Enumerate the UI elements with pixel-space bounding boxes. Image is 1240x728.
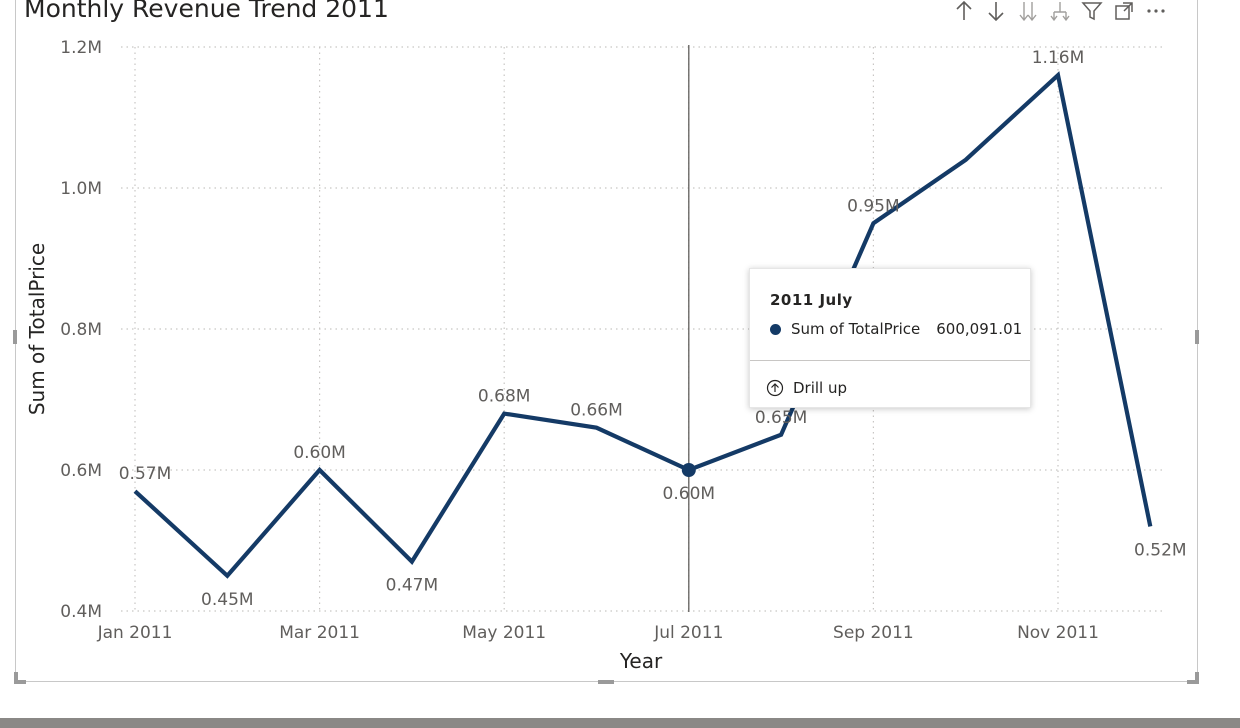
resize-handle-bottom-left-v[interactable] [14,672,18,684]
data-label: 0.52M [1134,540,1187,560]
data-label: 0.68M [478,387,531,407]
y-tick-label: 0.8M [60,320,102,340]
x-axis-title: Year [619,649,663,673]
bottom-status-bar [0,718,1240,728]
focus-mode-icon[interactable] [1110,0,1138,23]
data-label: 0.66M [570,401,623,421]
y-tick-label: 0.4M [60,602,102,622]
expand-hierarchy-icon[interactable] [1046,0,1074,23]
drill-down-arrow-icon[interactable] [982,0,1010,23]
y-axis-title: Sum of TotalPrice [25,243,49,415]
tooltip: 2011 July Sum of TotalPrice 600,091.01 D… [749,268,1031,408]
tooltip-row: Sum of TotalPrice 600,091.01 [770,320,1022,338]
drill-up-arrow-icon[interactable] [950,0,978,23]
highlighted-data-point[interactable] [681,463,696,477]
chart-title: Monthly Revenue Trend 2011 [24,0,389,23]
resize-handle-bottom-left-h[interactable] [14,680,26,684]
data-label: 0.57M [119,464,172,484]
data-label: 0.60M [293,443,346,463]
x-tick-label: Nov 2011 [1017,623,1099,643]
x-tick-label: Sep 2011 [833,623,914,643]
tooltip-series-dot [770,323,781,335]
resize-handle-right[interactable] [1195,330,1199,344]
data-labels: 0.57M 0.45M 0.60M 0.47M 0.68M 0.66M 0.60M 0.65M… [119,48,1187,610]
series-line[interactable] [133,71,1153,579]
resize-handle-bottom-right-h[interactable] [1187,680,1199,684]
filter-icon[interactable] [1078,0,1106,23]
y-tick-label: 1.0M [60,179,102,199]
data-label: 0.47M [386,576,439,596]
resize-handle-bottom[interactable] [598,680,614,684]
x-axis: Jan 2011 Mar 2011 May 2011 Jul 2011 Sep 2011… [97,623,1099,643]
tooltip-pointer [741,381,750,399]
drill-up-button[interactable]: Drill up [760,373,853,403]
x-tick-label: Jul 2011 [653,623,723,643]
resize-handle-left[interactable] [13,330,17,344]
expand-next-level-icon[interactable] [1014,0,1042,23]
tooltip-title: 2011 July [770,291,853,309]
series-layer[interactable] [133,71,1153,579]
tooltip-divider [750,360,1030,361]
tooltip-series-name: Sum of TotalPrice [791,320,921,338]
data-label: 1.16M [1032,48,1085,68]
resize-handle-bottom-right-v[interactable] [1195,672,1199,684]
data-label: 0.95M [847,196,900,216]
tooltip-value: 600,091.01 [936,320,1023,338]
data-label: 0.60M [663,484,716,504]
y-axis: 0.4M 0.6M 0.8M 1.0M 1.2M [60,38,102,622]
arrow-up-circle-icon [766,379,784,397]
data-label: 0.65M [755,408,808,428]
y-tick-label: 0.6M [60,461,102,481]
more-options-icon[interactable] [1142,0,1170,23]
x-tick-label: Mar 2011 [279,623,360,643]
drill-up-label: Drill up [793,379,848,397]
visual-header-icons [950,0,1170,24]
x-tick-label: May 2011 [462,623,546,643]
y-tick-label: 1.2M [60,38,102,58]
data-label: 0.45M [201,590,254,610]
x-tick-label: Jan 2011 [97,623,173,643]
